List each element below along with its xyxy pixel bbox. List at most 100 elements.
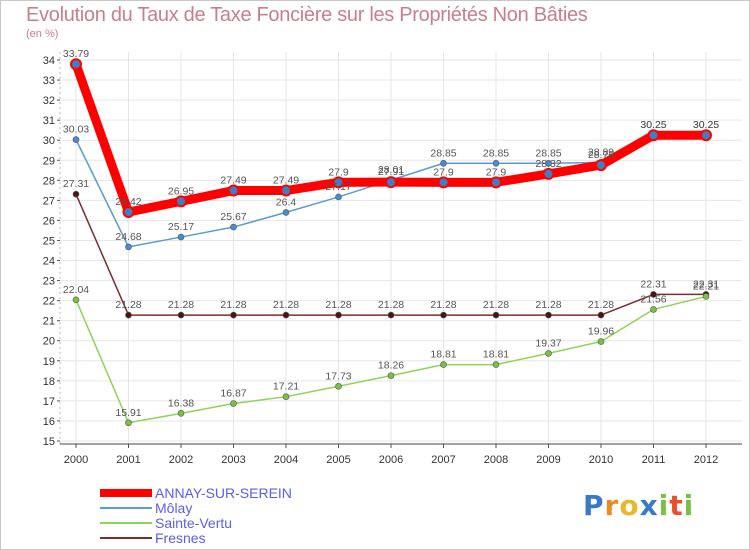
data-point [647, 129, 660, 142]
y-tick-label: 29 [43, 155, 55, 167]
data-label: 16.38 [168, 397, 194, 409]
data-label: 22.04 [63, 284, 89, 296]
data-label: 27.9 [433, 166, 454, 178]
data-point [227, 184, 240, 197]
data-point [125, 419, 132, 427]
data-label: 27.91 [378, 166, 404, 178]
legend-item-sainte-vertu: Sainte-Vertu [155, 515, 233, 531]
data-point [595, 159, 607, 172]
y-tick-label: 24 [43, 256, 55, 268]
data-label: 15.91 [115, 407, 141, 419]
data-label: 18.26 [378, 360, 404, 372]
data-point [387, 372, 395, 379]
y-tick-label: 34 [43, 55, 55, 67]
x-tick-label: 2011 [642, 454, 666, 466]
data-label: 33.79 [63, 48, 89, 60]
data-label: 19.37 [535, 337, 561, 349]
data-label: 27.17 [325, 181, 351, 193]
x-tick-label: 2012 [694, 454, 718, 466]
data-point [545, 350, 552, 357]
data-point [440, 159, 447, 167]
data-label: 28.85 [483, 147, 509, 159]
data-label: 30.03 [63, 124, 89, 136]
y-tick-label: 27 [43, 195, 55, 207]
data-point [440, 311, 447, 319]
data-point [175, 195, 187, 208]
data-point [545, 159, 552, 167]
data-label: 28.76 [588, 149, 614, 161]
y-tick-label: 28 [43, 175, 55, 187]
data-label: 21.28 [588, 299, 614, 311]
data-label: 30.25 [640, 119, 666, 131]
data-label: 18.81 [430, 349, 456, 361]
data-point [72, 190, 80, 198]
y-tick-label: 19 [43, 356, 55, 368]
x-tick-label: 2004 [274, 454, 298, 466]
data-label: 27.9 [328, 166, 349, 178]
y-tick-label: 30 [43, 135, 55, 147]
data-label: 22.21 [693, 280, 719, 292]
data-label: 22.31 [640, 278, 666, 290]
data-labels: 33.79 26.42 26.95 27.49 27.49 27.9 27.91 27.9 27… [63, 48, 719, 419]
data-label: 17.73 [325, 370, 351, 382]
data-point [385, 176, 397, 189]
data-point [597, 338, 605, 345]
data-label: 26.4 [276, 196, 297, 208]
data-point [545, 311, 552, 319]
data-point [125, 311, 132, 319]
x-tick-label: 2006 [379, 454, 403, 466]
data-label: 30.25 [693, 119, 719, 131]
data-point [230, 223, 237, 231]
legend-item-annay: ANNAY-SUR-SEREIN [155, 485, 292, 501]
data-point [335, 193, 342, 201]
logo-letter: o [619, 489, 640, 522]
grid [60, 52, 742, 444]
y-tick-label: 18 [43, 376, 55, 388]
data-point [492, 361, 500, 368]
data-point [72, 136, 80, 143]
legend-lines [100, 489, 152, 539]
data-point [702, 293, 710, 300]
y-tick-label: 15 [43, 436, 55, 448]
data-point [335, 311, 342, 319]
x-tick-label: 2010 [589, 454, 613, 466]
data-point [177, 233, 185, 241]
data-label: 21.28 [220, 299, 246, 311]
data-label: 28.89 [588, 146, 614, 158]
data-label: 16.87 [220, 388, 246, 400]
data-point [387, 311, 395, 319]
data-label: 21.28 [273, 299, 299, 311]
y-tick-label: 23 [43, 276, 55, 288]
data-point [335, 382, 342, 390]
y-tick-label: 16 [43, 416, 55, 428]
data-label: 19.96 [588, 326, 614, 338]
data-label: 27.49 [273, 175, 299, 187]
data-label: 21.28 [430, 299, 456, 311]
data-point [492, 311, 500, 319]
legend-item-fresnes: Fresnes [155, 530, 206, 546]
data-label: 21.28 [325, 299, 351, 311]
data-point [332, 176, 345, 189]
data-label: 27.9 [486, 166, 507, 178]
data-point [282, 393, 290, 400]
data-point [230, 400, 237, 407]
data-label: 17.21 [273, 381, 299, 393]
data-label: 28.01 [378, 164, 404, 176]
data-label: 21.28 [115, 299, 141, 311]
data-point [542, 167, 555, 180]
data-label: 26.42 [115, 196, 141, 208]
data-label: 30.25 [640, 119, 666, 131]
data-point [230, 311, 237, 319]
data-point [492, 159, 500, 167]
data-label: 27.49 [220, 175, 246, 187]
y-tick-label: 21 [43, 316, 55, 328]
data-label: 28.85 [430, 147, 456, 159]
logo-letter: P [583, 489, 605, 522]
data-point [125, 243, 132, 251]
proxiti-logo: Proxiti [583, 489, 694, 522]
x-tick-label: 2002 [169, 454, 193, 466]
y-tick-label: 17 [43, 396, 55, 408]
data-point [280, 184, 292, 197]
data-label: 25.17 [168, 221, 194, 233]
